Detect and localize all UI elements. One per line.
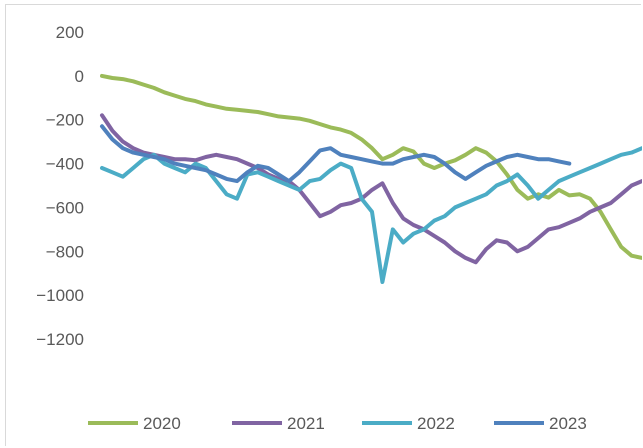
y-tick-label: −400 (46, 155, 84, 174)
y-tick-label: −800 (46, 242, 84, 261)
y-tick-label: −1200 (36, 330, 84, 349)
y-axis: 200 0 −200 −400 −600 −800 −1000 −1200 (36, 23, 84, 349)
legend-label: 2021 (287, 414, 325, 433)
y-tick-label: −1000 (36, 286, 84, 305)
plot-area (100, 73, 642, 284)
series-line-2023 (100, 124, 572, 184)
chart-frame: 200 0 −200 −400 −600 −800 −1000 −1200 2020 2021 2… (5, 4, 642, 446)
y-tick-label: −600 (46, 198, 84, 217)
legend-label: 2022 (417, 414, 455, 433)
series-line-2022 (100, 146, 642, 284)
legend-label: 2020 (143, 414, 181, 433)
y-tick-label: 0 (75, 67, 84, 86)
legend: 2020 2021 2022 2023 (88, 414, 587, 433)
legend-label: 2023 (549, 414, 587, 433)
y-tick-label: 200 (56, 23, 84, 42)
series-line-2021 (100, 113, 642, 265)
series-line-2020 (100, 73, 642, 260)
y-tick-label: −200 (46, 111, 84, 130)
